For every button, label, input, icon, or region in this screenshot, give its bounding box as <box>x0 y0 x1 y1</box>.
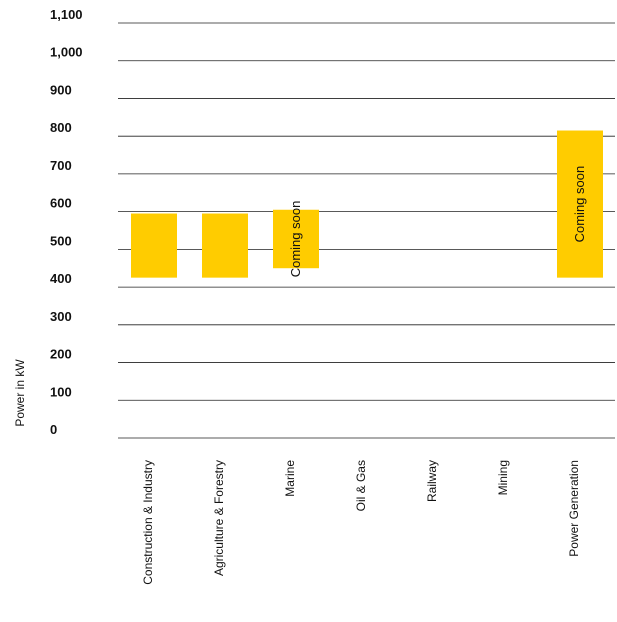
y-tick-label: 600 <box>50 196 72 211</box>
bar <box>131 213 177 278</box>
x-category-label: Agriculture & Forestry <box>212 460 226 576</box>
bar-annotation: Coming soon <box>572 166 587 243</box>
gridlines <box>118 22 615 439</box>
y-tick-label: 1,000 <box>50 45 83 60</box>
x-category-label: Construction & Industry <box>141 460 155 585</box>
y-tick-label: 500 <box>50 233 72 248</box>
x-category-label: Mining <box>496 460 510 495</box>
bar <box>557 130 603 278</box>
y-tick-label: 400 <box>50 271 72 286</box>
y-axis-label: Power in kW <box>13 359 27 427</box>
y-tick-label: 300 <box>50 309 72 324</box>
x-category-label: Power Generation <box>567 460 581 557</box>
y-tick-label: 1,100 <box>50 7 83 22</box>
y-tick-label: 200 <box>50 347 72 362</box>
bar <box>273 209 319 269</box>
y-tick-label: 100 <box>50 384 72 399</box>
y-tick-label: 900 <box>50 82 72 97</box>
bar-annotation: Coming soon <box>288 201 303 278</box>
x-axis-categories: Construction & Industry Agriculture & For… <box>141 460 581 585</box>
y-axis-ticks: 0 100 200 300 400 500 600 700 800 900 1,000 1,100 <box>50 7 83 437</box>
bars: Coming soon Coming soon <box>131 130 603 278</box>
bar <box>202 213 248 278</box>
y-tick-label: 800 <box>50 120 72 135</box>
x-category-label: Marine <box>283 460 297 497</box>
x-category-label: Railway <box>425 460 439 502</box>
y-tick-label: 700 <box>50 158 72 173</box>
x-category-label: Oil & Gas <box>354 460 368 511</box>
y-tick-label: 0 <box>50 422 57 437</box>
